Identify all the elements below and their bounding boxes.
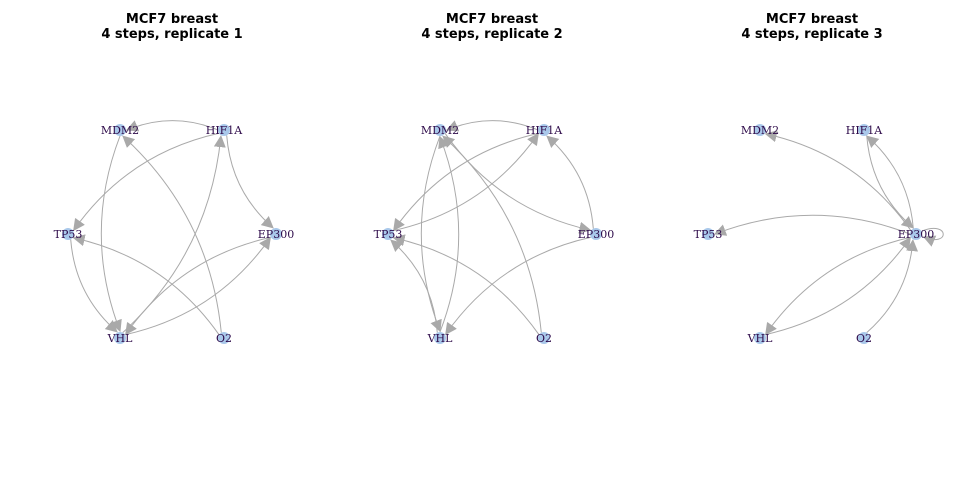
panel-3-title-line2: 4 steps, replicate 3 [741,27,882,42]
edge-vhl-to-tp53 [390,239,438,333]
panel-3-title-line1: MCF7 breast [766,12,858,27]
node-label: EP300 [578,228,614,241]
edge-hif1a-to-tp53 [73,132,220,232]
node-label: EP300 [898,228,934,241]
node-label: O2 [216,332,232,345]
edge-ep300-to-hif1a [546,135,594,229]
edge-ep300-to-hif1a [866,135,914,229]
edge-mdm2-to-ep300 [444,133,592,234]
panel-3: MCF7 breast 4 steps, replicate 3 MDM2 HIF… [694,12,944,345]
edge-ep300-to-vhl [765,236,912,336]
panel-3-nodes: MDM2 HIF1A TP53 EP300 VHL O2 [694,124,934,345]
panel-2-title-line1: MCF7 breast [446,12,538,27]
edge-o2-to-tp53 [72,234,220,335]
edge-ep300-to-mdm2 [764,130,912,231]
node-label: O2 [856,332,872,345]
edge-tp53-to-vhl [70,239,118,333]
node-ep300: EP300 [258,228,294,241]
node-mdm2: MDM2 [741,124,779,137]
node-circle [754,332,766,344]
node-label: VHL [427,332,454,345]
edge-ep300-to-ep300 [921,227,944,247]
node-ep300: EP300 [578,228,614,241]
node-circle [434,332,446,344]
node-o2: O2 [856,332,872,345]
node-mdm2: MDM2 [421,124,459,137]
node-circle [218,332,230,344]
panel-2-title-line2: 4 steps, replicate 2 [421,27,562,42]
panel-1-title-line1: MCF7 breast [126,12,218,27]
node-label: TP53 [694,228,723,241]
node-circle [114,124,126,136]
node-label: VHL [747,332,774,345]
panel-1-edges [70,120,274,336]
node-mdm2: MDM2 [101,124,139,137]
node-hif1a: HIF1A [526,124,564,137]
panel-1: MCF7 breast 4 steps, replicate 1 MDM2 HIF… [54,12,295,345]
node-circle [114,332,126,344]
edge-vhl-to-hif1a [122,135,226,333]
node-circle [858,332,870,344]
node-vhl: VHL [427,332,454,345]
node-tp53: TP53 [374,228,403,241]
node-circle [910,228,922,240]
node-label: TP53 [54,228,83,241]
panel-2-edges [390,120,594,336]
edge-o2-to-mdm2 [122,135,222,333]
edge-hif1a-to-mdm2 [125,120,219,132]
node-circle [382,228,394,240]
node-label: MDM2 [741,124,779,137]
node-tp53: TP53 [694,228,723,241]
node-label: EP300 [258,228,294,241]
node-label: MDM2 [421,124,459,137]
node-ep300: EP300 [898,228,934,241]
panel-2: MCF7 breast 4 steps, replicate 2 MDM2 HIF… [374,12,615,345]
node-circle [538,332,550,344]
node-circle [590,228,602,240]
edge-o2-to-tp53 [392,234,540,335]
node-tp53: TP53 [54,228,83,241]
node-circle [218,124,230,136]
node-circle [754,124,766,136]
node-circle [270,228,282,240]
node-circle [62,228,74,240]
edge-mdm2-to-vhl [100,135,122,333]
node-label: HIF1A [526,124,564,137]
node-circle [702,228,714,240]
node-hif1a: HIF1A [846,124,884,137]
edge-tp53-to-hif1a [392,132,539,232]
node-label: HIF1A [206,124,244,137]
edge-hif1a-to-ep300 [226,135,274,229]
edge-o2-to-mdm2 [442,135,542,333]
node-circle [858,124,870,136]
node-vhl: VHL [747,332,774,345]
edge-hif1a-to-mdm2 [445,120,539,132]
node-o2: O2 [216,332,232,345]
node-label: O2 [536,332,552,345]
node-label: MDM2 [101,124,139,137]
edge-mdm2-to-vhl [420,135,442,333]
edge-ep300-to-vhl [445,236,592,336]
node-hif1a: HIF1A [206,124,244,137]
panel-3-edges [713,130,944,336]
edge-ep300-to-vhl [125,236,272,336]
edge-vhl-to-ep300 [764,236,911,336]
node-circle [538,124,550,136]
edge-hif1a-to-ep300 [866,135,914,229]
node-vhl: VHL [107,332,134,345]
edge-vhl-to-mdm2 [438,135,460,333]
panel-1-title-line2: 4 steps, replicate 1 [101,27,242,42]
node-label: TP53 [374,228,403,241]
edge-ep300-to-tp53 [713,214,911,236]
node-o2: O2 [536,332,552,345]
node-circle [434,124,446,136]
panel-1-nodes: MDM2 HIF1A TP53 EP300 VHL O2 [54,124,294,345]
edge-vhl-to-ep300 [124,236,271,336]
edge-hif1a-to-tp53 [393,132,540,232]
panel-2-nodes: MDM2 HIF1A TP53 EP300 VHL O2 [374,124,614,345]
edge-o2-to-ep300 [866,239,919,333]
node-label: VHL [107,332,134,345]
node-label: HIF1A [846,124,884,137]
